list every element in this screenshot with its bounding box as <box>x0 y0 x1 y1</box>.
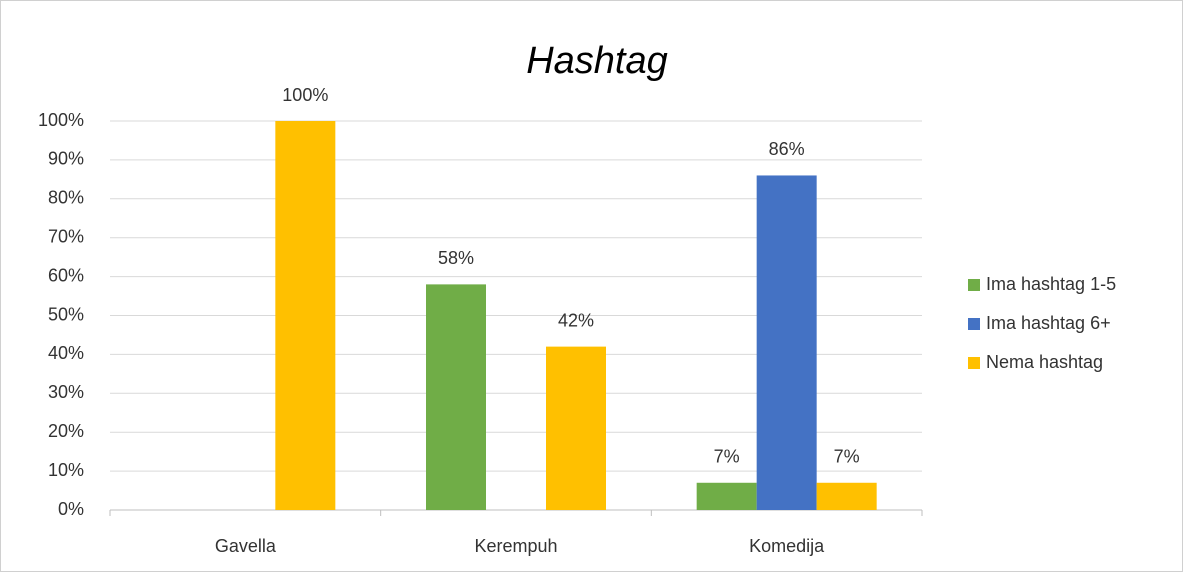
data-label: 58% <box>438 248 474 268</box>
data-label: 7% <box>714 447 740 467</box>
legend-swatch <box>968 357 980 369</box>
y-tick-label: 20% <box>48 421 84 441</box>
y-tick-label: 0% <box>58 499 84 519</box>
data-label: 86% <box>769 139 805 159</box>
bar <box>816 482 877 510</box>
y-tick-label: 50% <box>48 304 84 324</box>
legend-label: Ima hashtag 1-5 <box>986 274 1116 294</box>
bar <box>546 346 606 510</box>
x-tick-label: Komedija <box>749 536 825 556</box>
data-label: 7% <box>834 447 860 467</box>
y-tick-label: 70% <box>48 226 84 246</box>
chart-title: Hashtag <box>526 40 668 82</box>
legend-label: Ima hashtag 6+ <box>986 313 1111 333</box>
bar <box>426 284 486 510</box>
legend-swatch <box>968 279 980 291</box>
bar <box>696 482 757 510</box>
y-tick-label: 90% <box>48 149 84 169</box>
data-label: 100% <box>282 85 328 105</box>
y-tick-label: 40% <box>48 343 84 363</box>
y-tick-label: 80% <box>48 188 84 208</box>
bar <box>756 175 817 510</box>
y-tick-label: 10% <box>48 460 84 480</box>
y-tick-label: 30% <box>48 382 84 402</box>
x-tick-label: Gavella <box>215 536 277 556</box>
legend-swatch <box>968 318 980 330</box>
legend-label: Nema hashtag <box>986 352 1103 372</box>
bar <box>275 121 336 510</box>
y-tick-label: 60% <box>48 265 84 285</box>
x-tick-label: Kerempuh <box>474 536 557 556</box>
y-tick-label: 100% <box>38 110 84 130</box>
data-label: 42% <box>558 310 594 330</box>
